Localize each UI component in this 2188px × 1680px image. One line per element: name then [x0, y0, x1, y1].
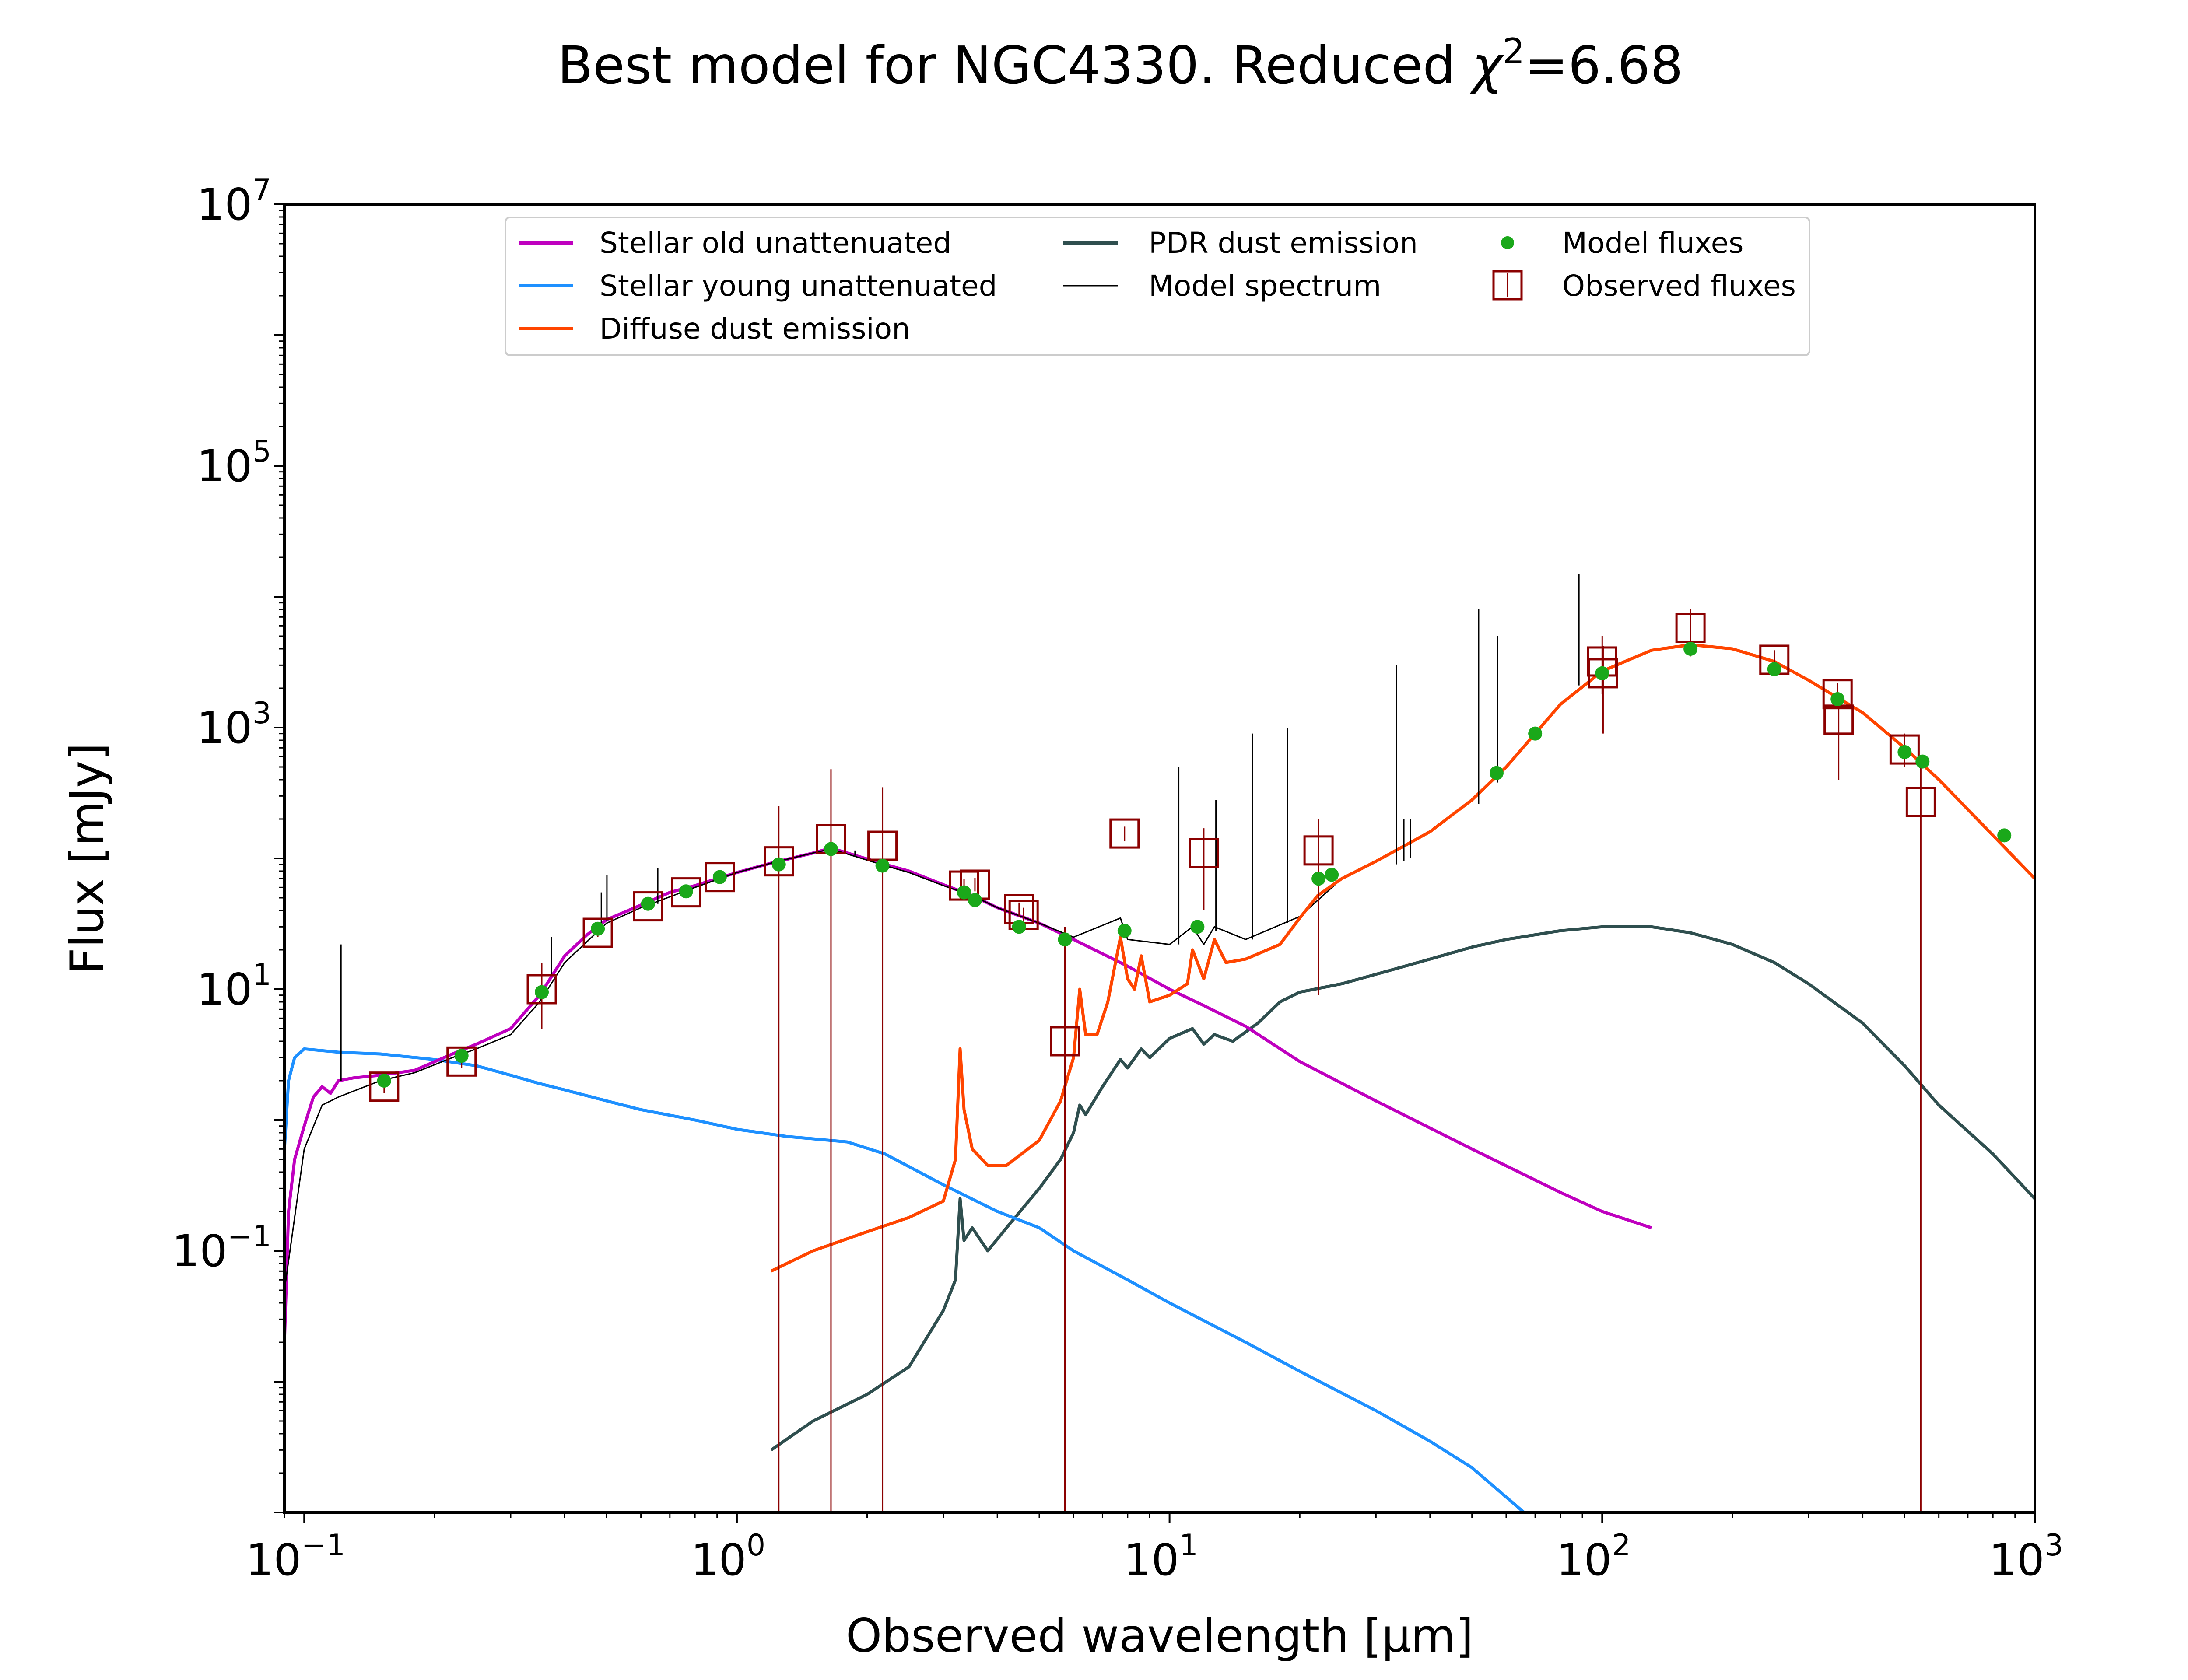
series-line-diffuse-dust-emission: [770, 643, 2035, 1273]
plot-area: [284, 574, 2035, 1512]
model-flux-point-19: [1528, 726, 1543, 741]
legend-label-model-fluxes: Model fluxes: [1562, 226, 1744, 260]
observed-flux-point-1: [446, 1046, 477, 1077]
model-flux-point-13: [1058, 932, 1072, 947]
title-main: Best model for NGC4330. Reduced: [558, 35, 1472, 95]
model-flux-point-3: [591, 921, 605, 936]
model-flux-point-7: [771, 857, 786, 872]
legend: Stellar old unattenuated Stellar young u…: [505, 217, 1810, 356]
observed-flux-point-7: [764, 846, 794, 877]
title-value: =6.68: [1525, 35, 1683, 95]
axis-ticks: 10−1 100 101 102 103 10−1 101 103 105 107: [172, 173, 2064, 1586]
legend-label-pdr-dust: PDR dust emission: [1149, 226, 1418, 260]
observed-flux-point-6: [705, 862, 735, 892]
model-flux-point-20: [1595, 666, 1609, 680]
x-tick-label: 101: [1123, 1528, 1198, 1586]
observed-flux-point-5: [671, 877, 701, 908]
y-tick-label: 103: [196, 696, 271, 753]
legend-label-model-spectrum: Model spectrum: [1149, 269, 1381, 303]
y-tick-label: 10−1: [172, 1219, 272, 1277]
model-flux-point-6: [712, 870, 727, 884]
observed-flux-point-14: [1050, 1026, 1080, 1057]
model-flux-point-25: [1915, 754, 1930, 769]
observed-flux-point-2: [526, 974, 557, 1004]
model-flux-point-2: [535, 985, 549, 999]
series-line-stellar-young-unattenuated: [284, 1047, 1525, 1512]
model-flux-point-18: [1489, 766, 1504, 780]
series-line-pdr-dust-emission: [770, 925, 2035, 1452]
x-tick-label: 10−1: [245, 1528, 345, 1586]
x-axis-label: Observed wavelength [μm]: [846, 1609, 1474, 1662]
model-flux-point-22: [1767, 662, 1781, 676]
x-tick-label: 103: [1989, 1528, 2064, 1586]
legend-label-stellar-young: Stellar young unattenuated: [600, 269, 997, 303]
model-flux-point-1: [454, 1049, 469, 1063]
y-tick-label: 107: [196, 173, 271, 230]
x-tick-label: 100: [691, 1528, 766, 1586]
legend-label-observed-fluxes: Observed fluxes: [1562, 269, 1796, 303]
model-flux-point-11: [968, 893, 982, 907]
legend-box: [505, 217, 1810, 356]
legend-marker-observed-fluxes: [1492, 270, 1523, 301]
chart-title: Best model for NGC4330. Reduced χ2=6.68: [558, 31, 1683, 95]
observed-flux-point-4: [633, 891, 663, 922]
model-flux-point-16: [1311, 872, 1326, 886]
model-flux-point-21: [1683, 641, 1698, 656]
observed-flux-point-0: [369, 1071, 400, 1102]
model-flux-point-26: [1997, 828, 2012, 843]
observed-flux-point-25: [1905, 787, 1936, 817]
legend-label-stellar-old: Stellar old unattenuated: [600, 226, 951, 260]
model-flux-point-24: [1897, 745, 1912, 759]
model-flux-point-14: [1117, 924, 1132, 938]
observed-flux-point-17: [1303, 835, 1334, 866]
observed-flux-point-16: [1189, 838, 1219, 868]
observed-flux-point-22: [1822, 679, 1853, 710]
model-flux-point-23: [1830, 692, 1845, 706]
observed-flux-point-15: [1109, 818, 1140, 849]
y-axis-label: Flux [mJy]: [60, 743, 114, 974]
model-flux-point-5: [679, 884, 693, 899]
title-superscript: 2: [1503, 31, 1525, 72]
legend-label-diffuse-dust: Diffuse dust emission: [600, 312, 910, 346]
model-flux-point-15: [1190, 920, 1205, 934]
observed-flux-point-3: [582, 917, 613, 948]
observed-flux-point-19: [1588, 658, 1618, 689]
x-tick-label: 102: [1556, 1528, 1631, 1586]
title-chi: χ: [1469, 35, 1504, 95]
model-flux-point-10: [957, 885, 971, 900]
y-tick-label: 101: [196, 958, 271, 1015]
model-flux-point-8: [824, 842, 838, 856]
model-flux-point-9: [875, 858, 890, 873]
observed-flux-point-20: [1675, 612, 1706, 643]
model-flux-point-4: [641, 896, 655, 911]
model-flux-point-0: [377, 1073, 391, 1088]
legend-marker-model-fluxes: [1501, 236, 1514, 249]
model-flux-point-12: [1012, 920, 1026, 934]
model-flux-point-17: [1325, 868, 1339, 882]
observed-flux-point-24: [1889, 734, 1920, 765]
y-tick-label: 105: [196, 434, 271, 492]
